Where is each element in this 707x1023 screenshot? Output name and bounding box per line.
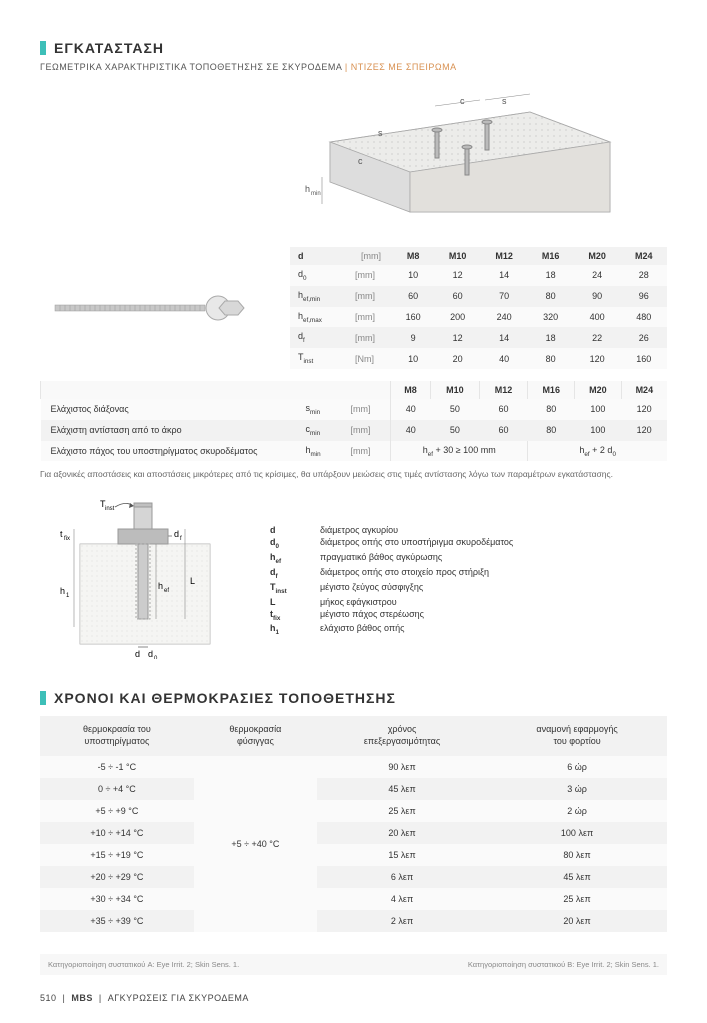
table-row: Ελάχιστο πάχος του υποστηρίγματος σκυροδ… — [41, 441, 668, 462]
temperature-table: θερμοκρασία του υποστηρίγματος θερμοκρασ… — [40, 716, 667, 931]
concrete-diagram: hmin s c c s — [270, 92, 667, 235]
table-row: -5 ÷ -1 °C+5 ÷ +40 °C90 λεπ6 ώρ — [40, 756, 667, 778]
table-row: Ελάχιστος διάξοναςsmin[mm]40506080100120 — [41, 399, 668, 420]
table-row: +20 ÷ +29 °C6 λεπ45 λεπ — [40, 866, 667, 888]
table-row: Ελάχιστη αντίσταση από το άκροcmin[mm]40… — [41, 420, 668, 441]
section-title-times: ΧΡΟΝΟΙ ΚΑΙ ΘΕΡΜΟΚΡΑΣΙΕΣ ΤΟΠΟΘΕΤΗΣΗΣ — [40, 690, 667, 706]
title-text: ΧΡΟΝΟΙ ΚΑΙ ΘΕΡΜΟΚΡΑΣΙΕΣ ΤΟΠΟΘΕΤΗΣΗΣ — [54, 690, 396, 706]
table-row: +10 ÷ +14 °C20 λεπ100 λεπ — [40, 822, 667, 844]
table-row: d0[mm]101214182428 — [290, 265, 667, 286]
page-footer: 510 | MBS | ΑΓΚΥΡΩΣΕΙΣ ΓΙΑ ΣΚΥΡΟΔΕΜΑ — [40, 993, 667, 1003]
table-row: Tinst[Nm]10204080120160 — [290, 348, 667, 369]
section-title-install: ΕΓΚΑΤΑΣΤΑΣΗ — [40, 40, 667, 56]
table-row: +30 ÷ +34 °C4 λεπ25 λεπ — [40, 888, 667, 910]
subtitle: ΓΕΩΜΕΤΡΙΚΑ ΧΑΡΑΚΤΗΡΙΣΤΙΚΑ ΤΟΠΟΘΕΤΗΣΗΣ ΣΕ… — [40, 62, 667, 72]
component-classification: Κατηγοριοποίηση συστατικού A: Eye Irrit.… — [40, 954, 667, 975]
table-row: +35 ÷ +39 °C2 λεπ20 λεπ — [40, 910, 667, 932]
svg-text:min: min — [311, 191, 321, 197]
table-row: +15 ÷ +19 °C15 λεπ80 λεπ — [40, 844, 667, 866]
svg-text:d: d — [174, 529, 179, 539]
table-row: hef,max[mm]160200240320400480 — [290, 307, 667, 328]
title-text: ΕΓΚΑΤΑΣΤΑΣΗ — [54, 40, 164, 56]
svg-text:fix: fix — [64, 536, 70, 542]
svg-text:f: f — [180, 536, 182, 542]
accent-bar-icon — [40, 41, 46, 55]
svg-text:ef: ef — [164, 588, 169, 594]
parameters-table: d[mm] M8M10M12M16M20M24 d0[mm]1012141824… — [290, 247, 667, 369]
svg-text:1: 1 — [66, 593, 70, 599]
table-row: df[mm]91214182226 — [290, 327, 667, 348]
accent-bar-icon — [40, 691, 46, 705]
cross-section-diagram: Tinst tfix df h1 L hef d d0 — [40, 499, 240, 662]
svg-text:s: s — [378, 128, 383, 138]
svg-text:inst: inst — [105, 506, 115, 512]
svg-text:h: h — [158, 581, 163, 591]
svg-text:L: L — [190, 576, 195, 586]
anchor-rod-image — [40, 247, 270, 369]
svg-text:c: c — [358, 156, 363, 166]
minimums-table: M8M10M12M16M20M24 Ελάχιστος διάξοναςsmin… — [40, 381, 667, 461]
symbol-definitions: dδιάμετρος αγκυρίου d0διάμετρος οπής στο… — [270, 499, 667, 662]
svg-text:h: h — [305, 184, 310, 194]
svg-text:h: h — [60, 586, 65, 596]
table-row: 0 ÷ +4 °C45 λεπ3 ώρ — [40, 778, 667, 800]
svg-text:t: t — [60, 529, 63, 539]
table-row: +5 ÷ +9 °C25 λεπ2 ώρ — [40, 800, 667, 822]
svg-text:c: c — [460, 96, 465, 106]
svg-text:0: 0 — [154, 656, 158, 659]
table-row: hef,min[mm]606070809096 — [290, 286, 667, 307]
svg-text:d: d — [135, 649, 140, 659]
svg-text:d: d — [148, 649, 153, 659]
install-note: Για αξονικές αποστάσεις και αποστάσεις μ… — [40, 469, 667, 481]
